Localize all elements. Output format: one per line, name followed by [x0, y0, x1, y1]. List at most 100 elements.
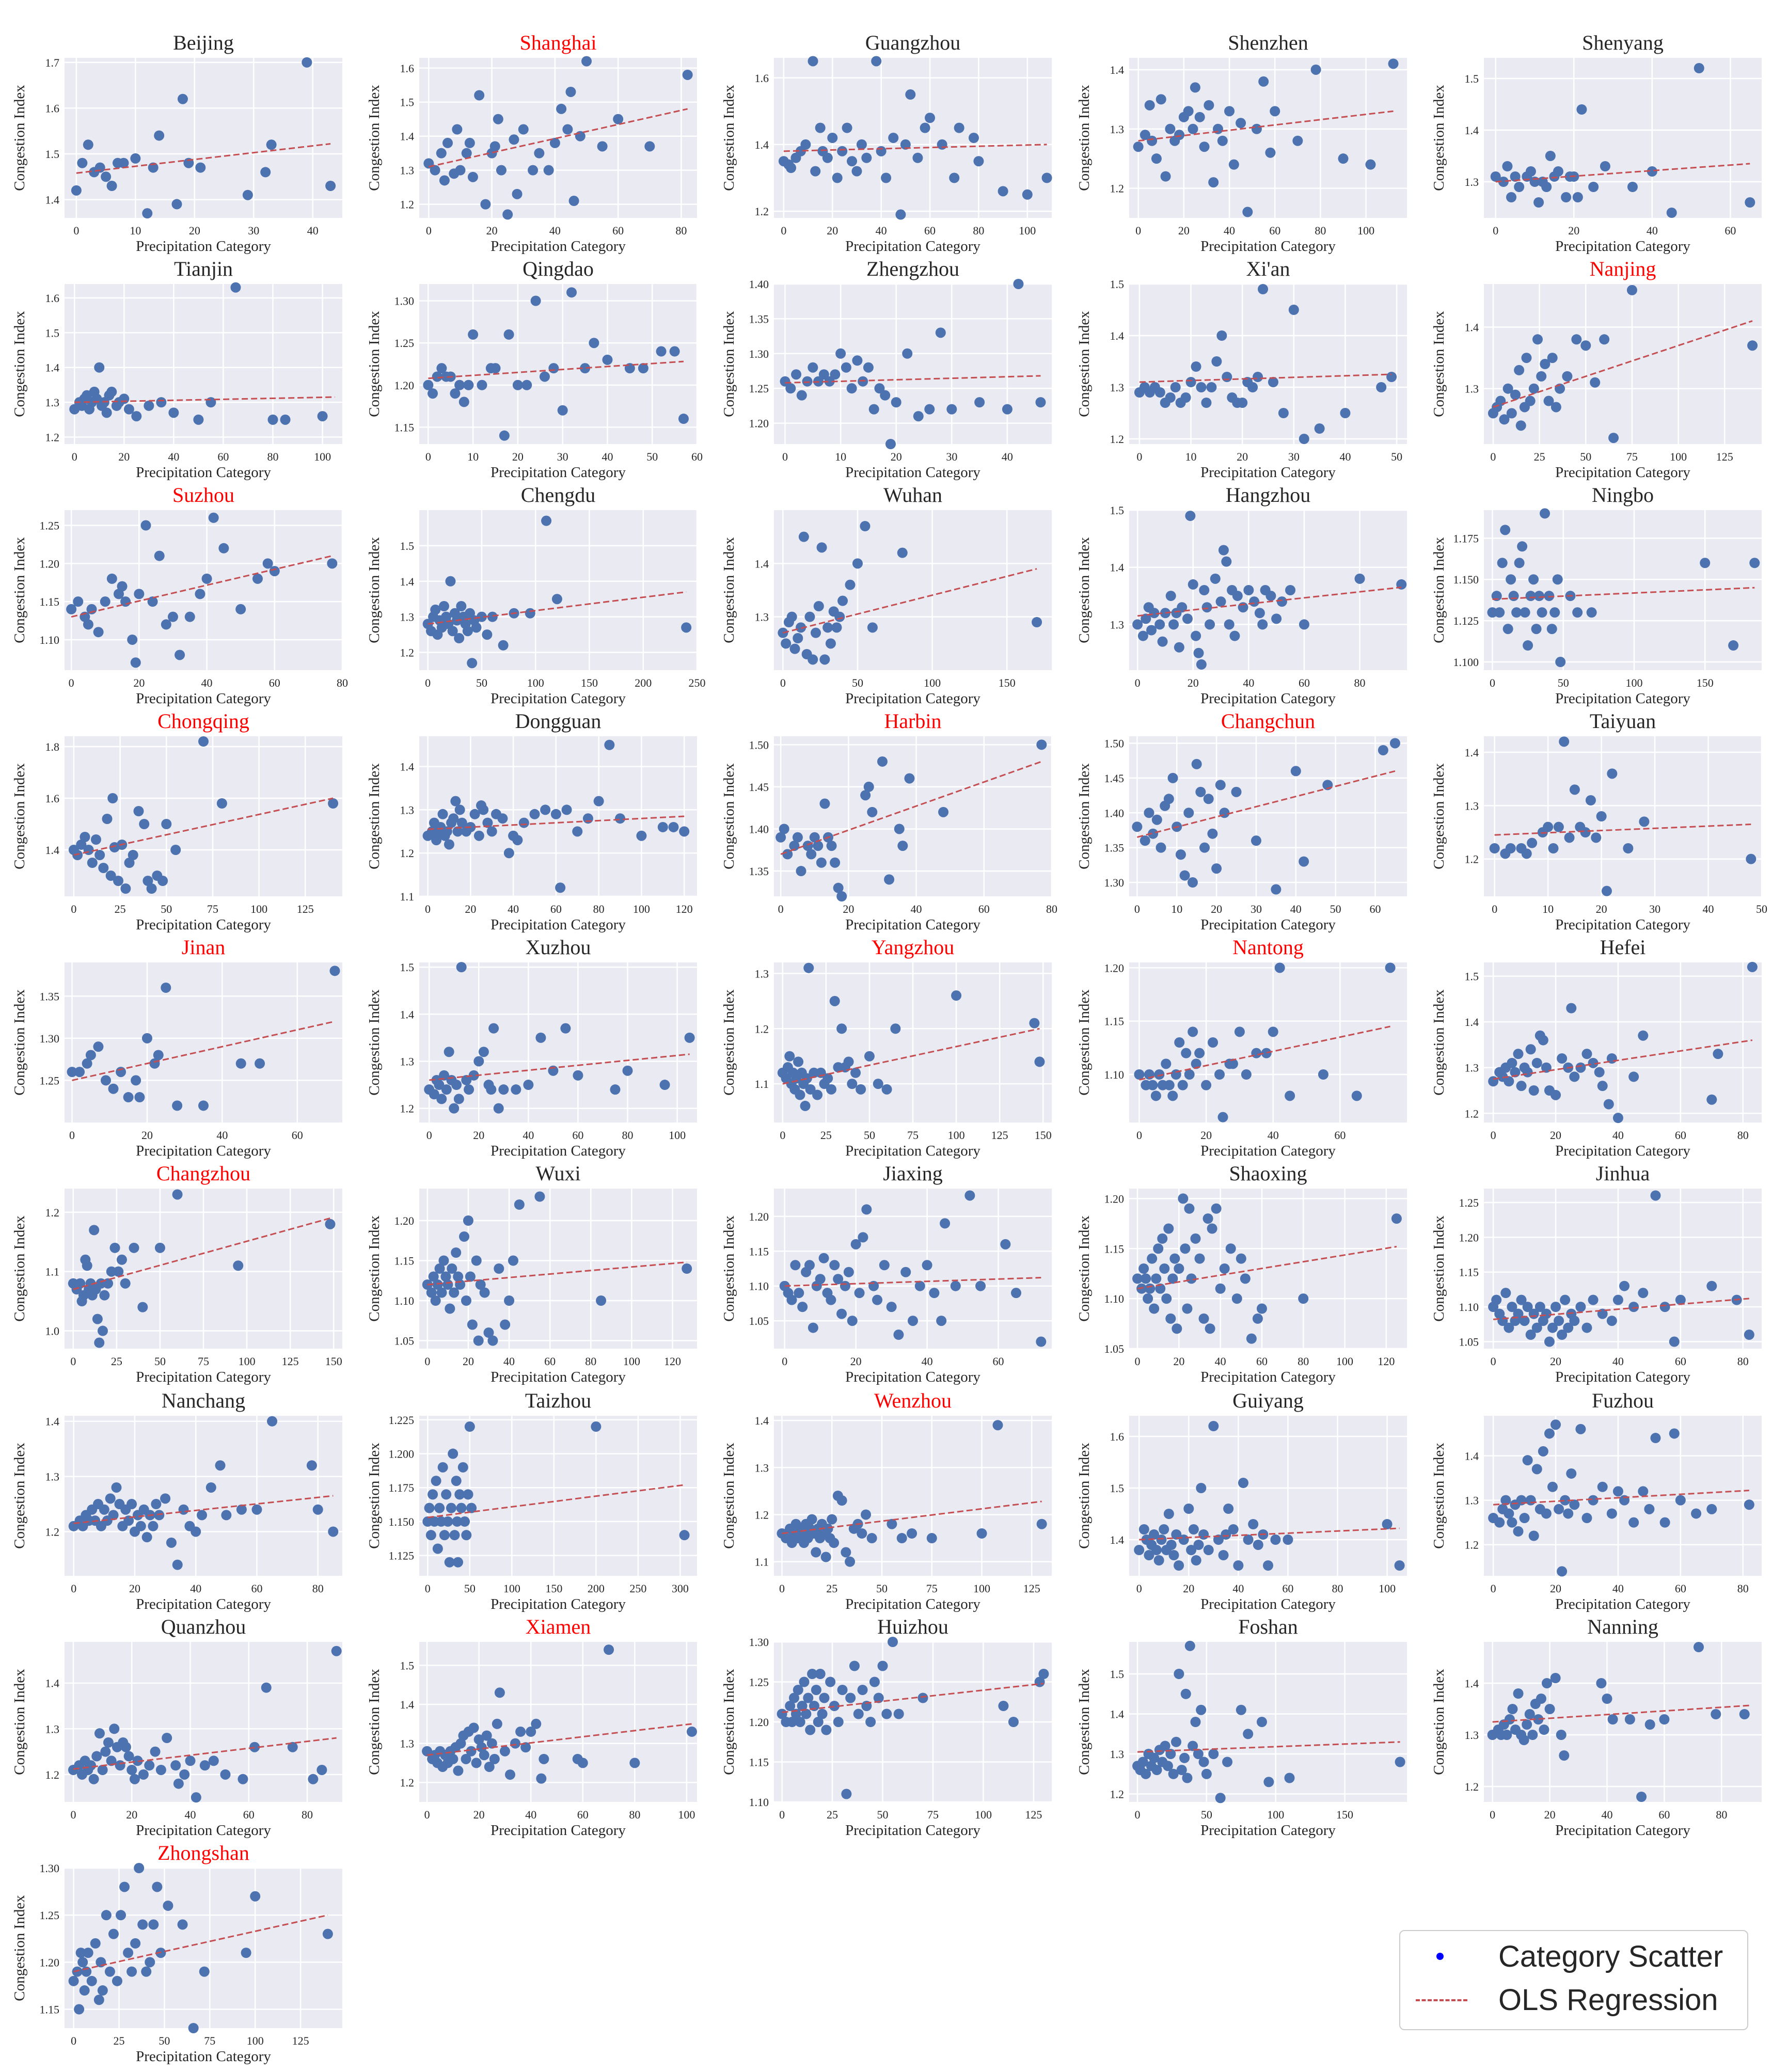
x-tick-label: 20: [465, 903, 476, 915]
data-point: [1222, 372, 1232, 382]
data-point: [682, 69, 693, 80]
data-point: [1233, 1560, 1244, 1571]
data-point: [1581, 1049, 1592, 1059]
data-point: [120, 883, 131, 894]
data-point: [1527, 1730, 1538, 1740]
data-point: [938, 806, 949, 817]
y-axis-label: Congestion Index: [11, 763, 28, 869]
data-point: [1747, 340, 1758, 351]
data-point: [170, 1760, 181, 1771]
data-point: [1159, 1524, 1169, 1535]
data-point: [900, 139, 911, 150]
data-point: [1669, 1336, 1680, 1347]
data-point: [448, 813, 459, 824]
data-point: [131, 411, 142, 422]
y-tick-label: 1.3: [755, 967, 769, 980]
y-tick-label: 1.2: [400, 1776, 415, 1789]
regression-line: [73, 797, 334, 856]
data-point: [453, 1271, 464, 1282]
data-point: [829, 1260, 840, 1271]
x-axis-label: Precipitation Category: [491, 464, 626, 481]
y-tick-label: 1.2: [45, 1206, 60, 1219]
x-tick-label: 0: [1136, 1582, 1142, 1595]
data-point: [805, 1725, 816, 1735]
data-point: [490, 363, 501, 374]
y-axis-label: Congestion Index: [366, 1215, 383, 1322]
data-point: [459, 1231, 470, 1242]
data-point: [216, 798, 227, 809]
y-tick-label: 1.2: [400, 847, 415, 860]
chart-nanjing: 0 25 50 75 100 1251.31.4NanjingPrecipitation …: [1431, 257, 1762, 481]
chart-title: Zhengzhou: [866, 257, 959, 280]
data-point: [1274, 962, 1285, 973]
data-point: [476, 1742, 487, 1753]
data-point: [1739, 1709, 1750, 1719]
x-tick-label: 40: [1612, 1129, 1624, 1142]
data-point: [1601, 885, 1612, 896]
data-point: [97, 1765, 108, 1775]
data-point: [1151, 1273, 1162, 1284]
x-tick-label: 30: [1288, 450, 1300, 463]
data-point: [151, 1499, 162, 1510]
chart-title: Nanchang: [162, 1389, 245, 1412]
data-point: [483, 1327, 494, 1338]
x-tick-label: 60: [1675, 1129, 1686, 1142]
data-point: [1191, 630, 1201, 641]
data-point: [1165, 591, 1176, 602]
data-point: [105, 1493, 116, 1504]
data-point: [560, 1023, 571, 1034]
data-point: [791, 369, 802, 380]
y-tick-label: 1.25: [749, 382, 769, 395]
y-tick-label: 1.10: [1104, 1292, 1125, 1305]
chart-beijing: 0 10 20 30 401.41.51.61.7BeijingPrecipitatio…: [11, 31, 342, 255]
data-point: [167, 611, 178, 622]
data-point: [1298, 1293, 1309, 1304]
data-point: [441, 1084, 452, 1095]
regression-line: [782, 1683, 1044, 1713]
data-point: [832, 172, 843, 183]
data-point: [1180, 392, 1191, 403]
data-point: [811, 1547, 821, 1558]
data-point: [795, 1089, 805, 1100]
y-tick-label: 1.2: [755, 1508, 769, 1521]
chart-title: Wuxi: [535, 1162, 580, 1185]
data-point: [486, 1738, 497, 1749]
x-axis-label: Precipitation Category: [845, 690, 980, 707]
x-axis-label: Precipitation Category: [136, 1369, 271, 1385]
x-tick-label: 50: [1391, 450, 1402, 463]
y-tick-label: 1.25: [749, 1676, 769, 1689]
chart-title: Dongguan: [515, 709, 602, 733]
data-point: [1647, 166, 1657, 177]
data-point: [445, 576, 456, 587]
data-point: [1172, 1323, 1182, 1334]
data-point: [1154, 619, 1165, 630]
x-tick-label: 60: [544, 1355, 556, 1368]
data-point: [1557, 1330, 1568, 1340]
x-axis-label: Precipitation Category: [1200, 916, 1336, 933]
data-point: [514, 1199, 525, 1210]
data-point: [804, 1260, 815, 1271]
data-point: [1552, 574, 1563, 585]
data-point: [150, 1746, 161, 1757]
data-point: [808, 362, 818, 373]
y-tick-label: 1.20: [749, 417, 769, 430]
data-point: [89, 1225, 100, 1236]
data-point: [896, 1533, 907, 1544]
data-point: [1520, 607, 1530, 618]
x-tick-label: 40: [185, 1808, 196, 1821]
data-point: [1514, 182, 1525, 192]
y-tick-label: 1.15: [394, 421, 415, 434]
y-tick-label: 1.225: [389, 1414, 415, 1427]
y-tick-label: 1.4: [1465, 321, 1479, 334]
x-axis-label: Precipitation Category: [491, 238, 626, 255]
data-point: [1132, 1273, 1143, 1284]
data-point: [172, 1100, 183, 1111]
data-point: [829, 1538, 840, 1548]
data-point: [83, 1948, 93, 1958]
y-axis-label: Congestion Index: [721, 1215, 737, 1322]
x-tick-label: 10: [835, 450, 846, 463]
data-point: [220, 1769, 231, 1780]
x-axis-label: Precipitation Category: [1200, 464, 1336, 481]
data-point: [331, 1646, 342, 1656]
data-point: [819, 1693, 830, 1703]
